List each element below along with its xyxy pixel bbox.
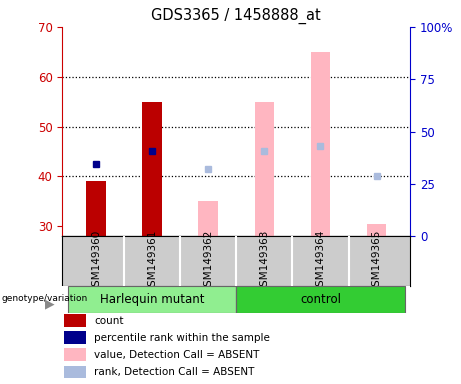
Text: GSM149364: GSM149364 [315, 229, 325, 293]
Text: count: count [94, 316, 124, 326]
Text: GSM149360: GSM149360 [91, 230, 101, 293]
Text: GSM149362: GSM149362 [203, 229, 213, 293]
Bar [236, 286, 405, 313]
Bar [311, 52, 330, 236]
Text: Harlequin mutant: Harlequin mutant [100, 293, 204, 306]
Text: rank, Detection Call = ABSENT: rank, Detection Call = ABSENT [94, 367, 254, 377]
Text: control: control [300, 293, 341, 306]
Bar [142, 102, 162, 236]
Bar [68, 286, 236, 313]
Bar [64, 349, 86, 361]
Bar [64, 366, 86, 378]
Bar [64, 331, 86, 344]
Text: percentile rank within the sample: percentile rank within the sample [94, 333, 270, 343]
Bar [64, 314, 86, 327]
Text: ▶: ▶ [45, 297, 54, 310]
Bar [367, 224, 386, 236]
Text: GSM149361: GSM149361 [147, 229, 157, 293]
Text: GSM149365: GSM149365 [372, 229, 382, 293]
Bar [86, 181, 106, 236]
Bar [254, 102, 274, 236]
Text: genotype/variation: genotype/variation [1, 294, 88, 303]
Bar [198, 201, 218, 236]
Text: value, Detection Call = ABSENT: value, Detection Call = ABSENT [94, 350, 260, 360]
Text: GSM149363: GSM149363 [260, 229, 269, 293]
Title: GDS3365 / 1458888_at: GDS3365 / 1458888_at [151, 8, 321, 24]
